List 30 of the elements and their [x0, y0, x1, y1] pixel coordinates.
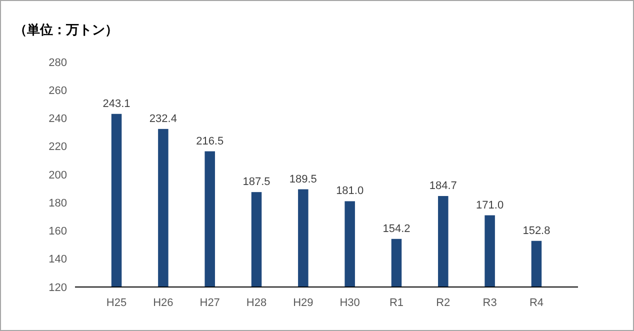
x-tick-label: H30 [340, 297, 360, 309]
y-tick-label: 260 [48, 84, 67, 97]
data-label: 181.0 [336, 185, 364, 198]
y-tick-label: 200 [48, 169, 67, 182]
y-axis-title: （単位：万トン） [14, 22, 118, 37]
x-tick-label: R3 [482, 297, 497, 309]
y-tick-label: 180 [48, 197, 67, 210]
data-label: 232.4 [149, 112, 177, 125]
data-label: 152.8 [522, 224, 550, 237]
y-tick-label: 220 [48, 141, 67, 154]
x-tick-label: H25 [106, 297, 127, 309]
data-label: 187.5 [242, 176, 270, 188]
data-label: 189.5 [289, 173, 317, 186]
y-tick-label: 280 [48, 56, 67, 69]
x-tick-label: R1 [389, 297, 404, 309]
x-tick-label: H28 [246, 297, 267, 309]
data-label: 154.2 [382, 222, 410, 235]
x-tick-label: H26 [153, 297, 174, 309]
x-tick-label: H29 [293, 297, 314, 309]
data-label: 184.7 [429, 180, 457, 192]
x-tick-label: R4 [529, 297, 544, 309]
y-tick-label: 140 [48, 254, 67, 266]
x-tick-label: R2 [436, 297, 450, 309]
data-label: 171.0 [476, 199, 504, 212]
y-tick-label: 240 [48, 113, 67, 126]
y-tick-label: 120 [48, 282, 67, 294]
x-tick-label: H27 [200, 297, 220, 309]
y-tick-label: 160 [48, 226, 67, 238]
data-label: 216.5 [196, 135, 224, 148]
data-label: 243.1 [102, 98, 130, 110]
